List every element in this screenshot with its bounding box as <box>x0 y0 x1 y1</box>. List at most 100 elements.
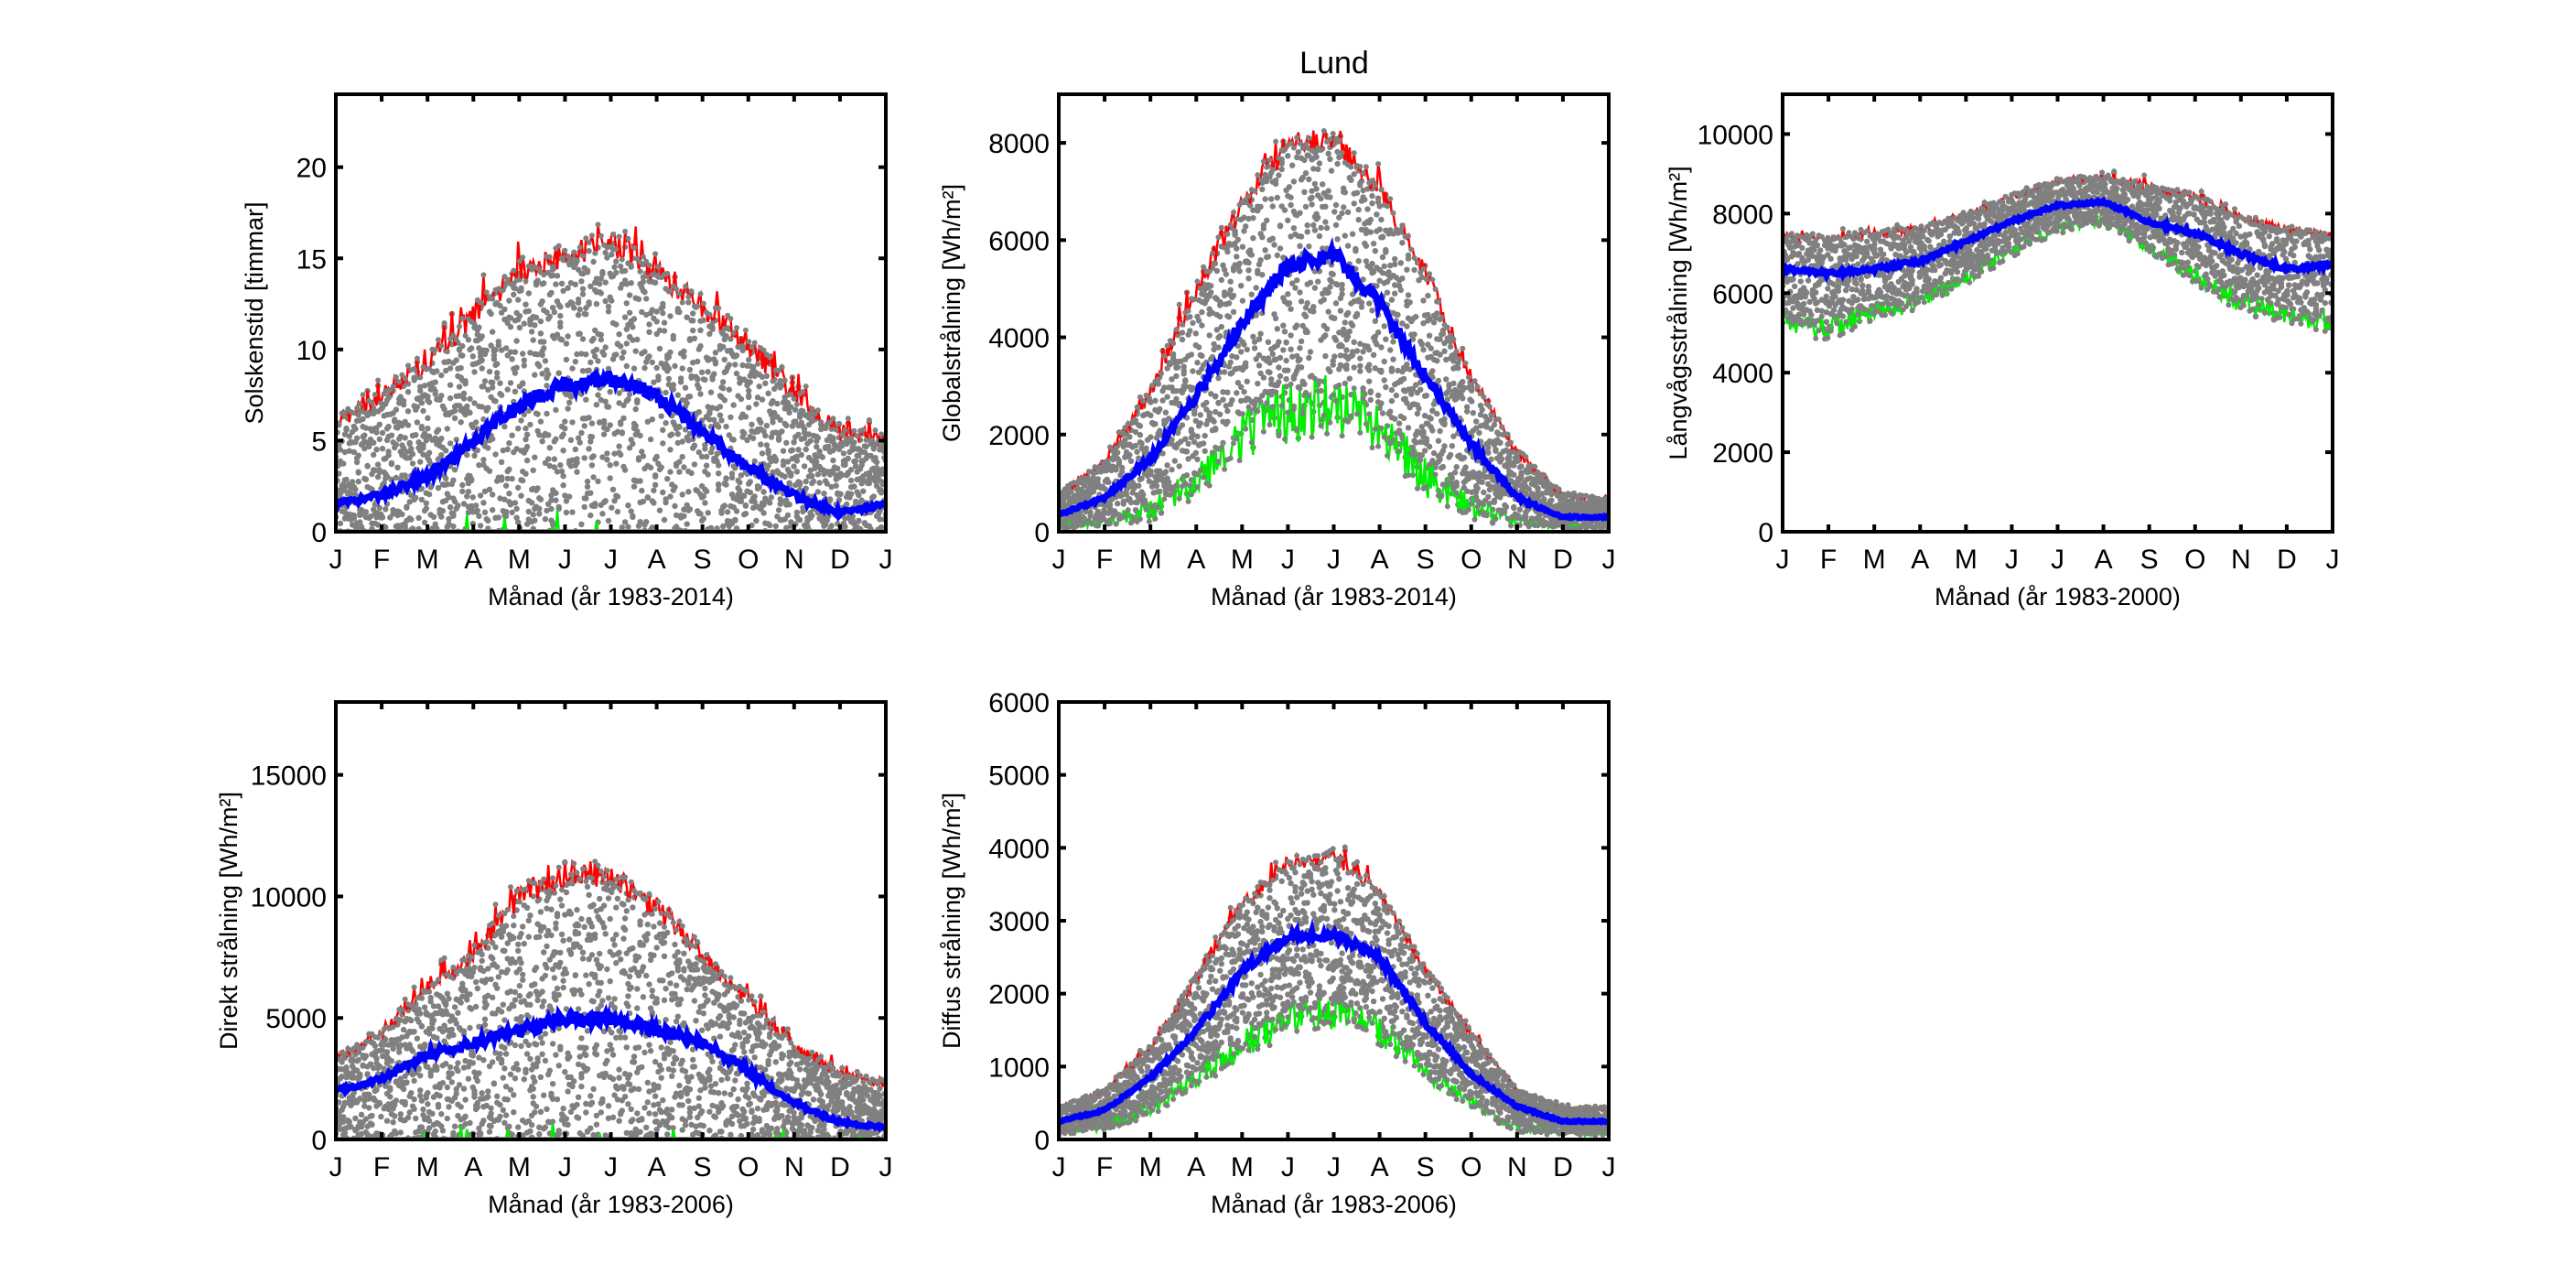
data-point <box>461 395 467 401</box>
data-point <box>731 437 737 442</box>
data-point <box>1480 407 1485 413</box>
data-point <box>1404 362 1409 367</box>
data-point <box>609 252 614 257</box>
data-point <box>1126 452 1132 458</box>
data-point <box>627 310 632 316</box>
data-point <box>1187 314 1192 319</box>
data-point <box>1345 210 1351 215</box>
data-point <box>1259 187 1265 192</box>
series-marker <box>716 306 721 311</box>
data-point <box>532 455 537 460</box>
data-point <box>360 416 365 422</box>
data-point <box>727 362 732 367</box>
data-point <box>1420 347 1426 352</box>
data-point <box>654 454 660 459</box>
data-point <box>718 417 724 423</box>
data-point <box>578 278 584 284</box>
data-point <box>513 338 519 343</box>
data-point <box>1163 469 1169 474</box>
data-point <box>1236 261 1242 266</box>
data-point <box>1441 443 1447 448</box>
data-point <box>669 431 674 437</box>
data-point <box>1189 351 1194 357</box>
series-marker <box>1144 507 1149 513</box>
data-point <box>681 349 686 354</box>
data-point <box>496 339 501 344</box>
data-point <box>1228 279 1234 285</box>
series-marker <box>550 523 555 528</box>
data-point <box>1287 184 1292 189</box>
series-marker <box>1222 467 1227 472</box>
data-point <box>660 304 665 309</box>
series-marker <box>806 411 812 416</box>
series-marker <box>589 232 595 238</box>
data-point <box>1327 369 1332 374</box>
data-point <box>544 383 549 388</box>
series-marker <box>405 362 411 368</box>
data-point <box>565 286 570 291</box>
data-point <box>709 445 715 450</box>
data-point <box>1266 370 1272 375</box>
series-marker <box>830 416 835 421</box>
data-point <box>559 281 565 286</box>
data-point <box>1308 280 1313 286</box>
data-point <box>499 393 504 398</box>
data-point <box>1374 211 1379 217</box>
data-point <box>606 308 611 314</box>
data-point <box>1341 204 1346 210</box>
series-marker <box>755 362 760 367</box>
data-point <box>688 470 694 476</box>
data-point <box>413 495 418 501</box>
data-point <box>559 337 565 342</box>
data-point <box>1347 376 1353 382</box>
data-point <box>524 444 530 449</box>
data-point <box>1297 357 1302 362</box>
data-point <box>582 423 587 428</box>
data-point <box>625 502 631 508</box>
data-point <box>603 250 609 255</box>
data-point <box>699 370 705 375</box>
data-point <box>680 365 685 371</box>
data-point <box>1471 410 1476 416</box>
data-point <box>773 456 779 461</box>
data-point <box>473 419 479 425</box>
data-point <box>1454 464 1460 470</box>
data-point <box>663 420 668 426</box>
series-marker <box>417 375 423 381</box>
data-point <box>553 281 558 286</box>
series-marker <box>1074 524 1080 529</box>
series-marker <box>1198 468 1203 473</box>
series-marker <box>792 396 797 402</box>
data-point <box>531 468 536 473</box>
data-point <box>1541 496 1547 502</box>
data-point <box>748 479 753 484</box>
data-point <box>1143 446 1148 451</box>
data-point <box>641 499 646 504</box>
data-point <box>620 350 626 355</box>
data-point <box>1285 218 1290 223</box>
series-marker <box>1433 472 1439 478</box>
data-point <box>723 424 728 429</box>
data-point <box>827 497 833 502</box>
figure-title: Lund <box>1299 46 1369 81</box>
series-marker <box>683 284 688 289</box>
data-point <box>350 479 355 484</box>
series-marker <box>436 337 441 342</box>
data-point <box>791 439 796 445</box>
data-point <box>603 298 609 304</box>
data-point <box>415 419 420 425</box>
data-point <box>1385 290 1390 296</box>
data-point <box>527 422 533 427</box>
data-point <box>1283 340 1288 345</box>
data-point <box>1214 268 1220 274</box>
series-marker <box>676 291 682 297</box>
data-point <box>592 501 598 506</box>
data-point <box>684 400 690 405</box>
data-point <box>539 352 544 358</box>
data-point <box>443 476 448 481</box>
data-point <box>1276 339 1281 344</box>
series-marker <box>1243 427 1248 432</box>
data-point <box>1289 163 1295 168</box>
data-point <box>711 371 717 376</box>
series-marker <box>1285 410 1290 416</box>
